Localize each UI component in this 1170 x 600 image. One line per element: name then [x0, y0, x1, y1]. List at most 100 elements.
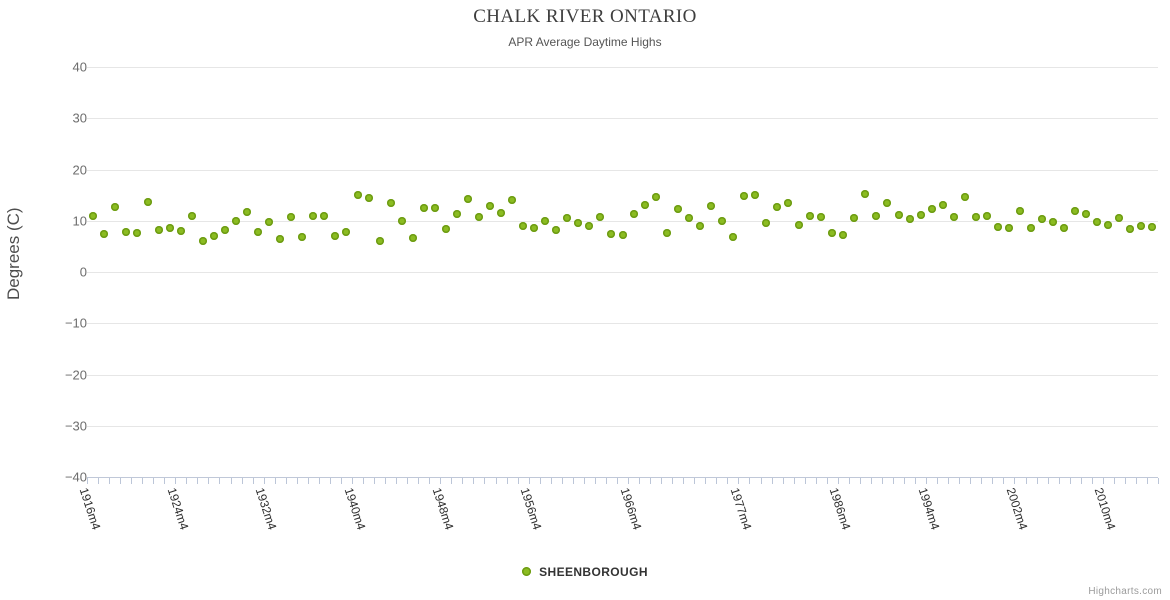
data-point[interactable]	[817, 213, 826, 222]
data-point[interactable]	[872, 211, 881, 220]
data-point[interactable]	[839, 231, 848, 240]
data-point[interactable]	[552, 226, 561, 235]
data-point[interactable]	[1004, 223, 1013, 232]
data-point[interactable]	[320, 212, 329, 221]
data-point[interactable]	[806, 211, 815, 220]
data-point[interactable]	[88, 211, 97, 220]
data-point[interactable]	[596, 213, 605, 222]
data-point[interactable]	[563, 213, 572, 222]
data-point[interactable]	[717, 217, 726, 226]
data-point[interactable]	[673, 204, 682, 213]
data-point[interactable]	[982, 211, 991, 220]
data-point[interactable]	[618, 231, 627, 240]
data-point[interactable]	[519, 221, 528, 230]
data-point[interactable]	[1137, 221, 1146, 230]
data-point[interactable]	[883, 199, 892, 208]
data-point[interactable]	[1060, 223, 1069, 232]
data-point[interactable]	[265, 217, 274, 226]
data-point[interactable]	[894, 210, 903, 219]
data-point[interactable]	[331, 232, 340, 241]
data-point[interactable]	[905, 214, 914, 223]
data-point[interactable]	[1049, 218, 1058, 227]
data-point[interactable]	[762, 219, 771, 228]
data-point[interactable]	[1126, 224, 1135, 233]
data-point[interactable]	[165, 223, 174, 232]
data-point[interactable]	[497, 208, 506, 217]
data-point[interactable]	[938, 201, 947, 210]
data-point[interactable]	[993, 223, 1002, 232]
legend-item-sheenborough[interactable]: SHEENBOROUGH	[522, 565, 648, 579]
data-point[interactable]	[784, 199, 793, 208]
data-point[interactable]	[541, 217, 550, 226]
data-point[interactable]	[508, 196, 517, 205]
data-point[interactable]	[375, 236, 384, 245]
data-point[interactable]	[132, 228, 141, 237]
data-point[interactable]	[651, 193, 660, 202]
data-point[interactable]	[287, 213, 296, 222]
data-point[interactable]	[1027, 224, 1036, 233]
data-point[interactable]	[607, 229, 616, 238]
data-point[interactable]	[353, 190, 362, 199]
data-point[interactable]	[408, 234, 417, 243]
data-point[interactable]	[1104, 220, 1113, 229]
data-point[interactable]	[397, 217, 406, 226]
data-point[interactable]	[1038, 215, 1047, 224]
data-point[interactable]	[1093, 217, 1102, 226]
data-point[interactable]	[209, 231, 218, 240]
data-point[interactable]	[243, 208, 252, 217]
data-point[interactable]	[474, 213, 483, 222]
data-point[interactable]	[121, 228, 130, 237]
data-point[interactable]	[419, 203, 428, 212]
data-point[interactable]	[795, 221, 804, 230]
data-point[interactable]	[176, 227, 185, 235]
data-point[interactable]	[960, 192, 969, 201]
data-point[interactable]	[276, 235, 285, 244]
data-point[interactable]	[430, 204, 439, 213]
data-point[interactable]	[1015, 207, 1024, 215]
credits-label[interactable]: Highcharts.com	[1088, 586, 1162, 597]
data-point[interactable]	[916, 211, 925, 220]
data-point[interactable]	[1071, 206, 1080, 215]
data-point[interactable]	[640, 201, 649, 210]
data-point[interactable]	[198, 237, 207, 246]
data-point[interactable]	[486, 202, 494, 211]
data-point[interactable]	[574, 218, 583, 227]
data-point[interactable]	[728, 232, 737, 241]
data-point[interactable]	[530, 223, 539, 232]
data-point[interactable]	[452, 210, 461, 219]
data-point[interactable]	[861, 189, 870, 198]
data-point[interactable]	[739, 191, 748, 200]
data-point[interactable]	[1082, 209, 1091, 218]
data-point[interactable]	[971, 212, 980, 221]
data-point[interactable]	[828, 228, 837, 237]
data-point[interactable]	[110, 202, 119, 211]
data-point[interactable]	[695, 222, 704, 231]
data-point[interactable]	[221, 226, 229, 235]
data-point[interactable]	[298, 233, 307, 242]
data-point[interactable]	[927, 205, 936, 214]
data-point[interactable]	[254, 227, 263, 236]
data-point[interactable]	[585, 222, 594, 231]
data-point[interactable]	[386, 199, 395, 208]
data-point[interactable]	[684, 214, 693, 223]
data-point[interactable]	[441, 225, 450, 234]
data-point[interactable]	[143, 197, 152, 206]
data-point[interactable]	[154, 225, 163, 234]
data-point[interactable]	[232, 216, 241, 225]
data-point[interactable]	[773, 203, 782, 212]
x-axis-tick	[716, 478, 717, 484]
data-point[interactable]	[629, 210, 638, 219]
data-point[interactable]	[662, 228, 671, 237]
data-point[interactable]	[1115, 214, 1124, 223]
data-point[interactable]	[99, 230, 108, 239]
data-point[interactable]	[364, 194, 373, 203]
data-point[interactable]	[309, 211, 318, 220]
data-point[interactable]	[187, 211, 196, 220]
data-point[interactable]	[463, 194, 472, 203]
data-point[interactable]	[1148, 223, 1157, 232]
data-point[interactable]	[342, 227, 351, 236]
data-point[interactable]	[706, 202, 715, 211]
data-point[interactable]	[949, 213, 958, 222]
data-point[interactable]	[750, 191, 759, 200]
data-point[interactable]	[850, 213, 859, 222]
